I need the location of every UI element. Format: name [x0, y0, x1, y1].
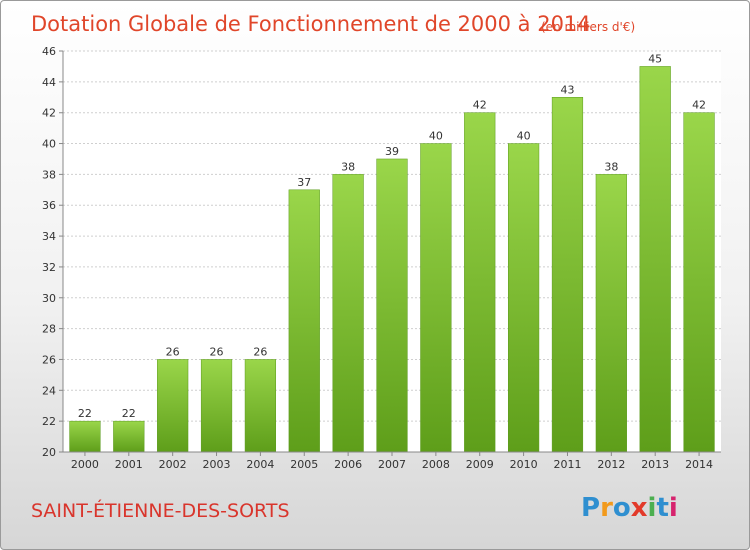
value-label-2002: 26	[166, 345, 180, 358]
value-label-2007: 39	[385, 145, 399, 158]
x-tick-label-2006: 2006	[334, 458, 362, 471]
y-tick-label: 24	[42, 384, 56, 397]
value-label-2008: 40	[429, 130, 443, 143]
bar-2011	[551, 97, 584, 453]
y-tick-label: 32	[42, 261, 56, 274]
x-tick-label-2004: 2004	[246, 458, 274, 471]
logo-letter: i	[669, 493, 678, 523]
bar-2009	[464, 112, 496, 453]
logo-letter: t	[656, 493, 668, 523]
y-tick-label: 28	[42, 323, 56, 336]
chart-subtitle: (en milliers d'€)	[541, 20, 635, 34]
x-tick-label-2014: 2014	[685, 458, 713, 471]
x-tick-label-2013: 2013	[641, 458, 669, 471]
x-tick-label-2005: 2005	[290, 458, 318, 471]
x-tick-label-2010: 2010	[510, 458, 538, 471]
value-label-2010: 40	[517, 130, 531, 143]
bar-2013	[639, 66, 671, 453]
value-label-2003: 26	[210, 345, 224, 358]
x-axis-ticks: 2000 2001 2002 2003 2004 2005 2006 2007 2008 2009…	[71, 452, 713, 471]
bar-2000	[69, 420, 101, 453]
x-tick-label-2000: 2000	[71, 458, 99, 471]
x-tick-label-2001: 2001	[115, 458, 143, 471]
value-label-2013: 45	[648, 52, 662, 65]
x-tick-label-2011: 2011	[553, 458, 581, 471]
bars	[69, 66, 715, 453]
value-label-2014: 42	[692, 99, 706, 112]
y-tick-label: 26	[42, 353, 56, 366]
logo-letter: o	[613, 493, 631, 523]
logo-letter: x	[631, 493, 648, 523]
value-label-2004: 26	[253, 345, 267, 358]
x-tick-label-2007: 2007	[378, 458, 406, 471]
y-tick-label: 30	[42, 292, 56, 305]
bar-2012	[595, 174, 627, 453]
bar-2005	[288, 189, 320, 453]
y-tick-label: 42	[42, 107, 56, 120]
commune-name: SAINT-ÉTIENNE-DES-SORTS	[31, 499, 290, 522]
value-label-2005: 37	[297, 176, 311, 189]
y-tick-label: 38	[42, 168, 56, 181]
bar-2010	[507, 143, 540, 453]
value-label-2006: 38	[341, 160, 355, 173]
x-tick-label-2003: 2003	[203, 458, 231, 471]
y-axis-ticks: 20 22 24 26 28 30 32 34 36 38 40 42 44 46	[42, 45, 63, 459]
logo-letter: P	[581, 493, 600, 523]
bar-2003	[200, 359, 233, 453]
proxiti-logo: Proxiti	[581, 493, 678, 523]
logo-letter: r	[600, 493, 613, 523]
bar-2001	[113, 420, 145, 453]
y-tick-label: 44	[42, 76, 56, 89]
chart-title: Dotation Globale de Fonctionnement de 20…	[31, 12, 591, 36]
bar-2006	[332, 174, 364, 453]
value-label-2001: 22	[122, 407, 136, 420]
bar-2014	[683, 112, 715, 453]
value-label-2009: 42	[473, 99, 487, 112]
value-label-2012: 38	[604, 160, 618, 173]
y-tick-label: 34	[42, 230, 56, 243]
y-tick-label: 36	[42, 199, 56, 212]
x-tick-label-2012: 2012	[597, 458, 625, 471]
bar-2004	[244, 359, 277, 453]
y-tick-label: 46	[42, 45, 56, 58]
value-label-2011: 43	[560, 83, 574, 96]
y-tick-label: 20	[42, 446, 56, 459]
y-tick-label: 22	[42, 415, 56, 428]
bar-2007	[376, 158, 408, 453]
x-tick-label-2008: 2008	[422, 458, 450, 471]
logo-letter: i	[648, 493, 657, 523]
y-tick-label: 40	[42, 138, 56, 151]
value-label-2000: 22	[78, 407, 92, 420]
bar-2008	[420, 143, 452, 453]
x-tick-label-2009: 2009	[466, 458, 494, 471]
x-tick-label-2002: 2002	[159, 458, 187, 471]
bar-2002	[157, 359, 189, 453]
value-labels: 22 22 26 26 26 37 38 39 40 42 40 43 38 45 42	[78, 52, 706, 420]
